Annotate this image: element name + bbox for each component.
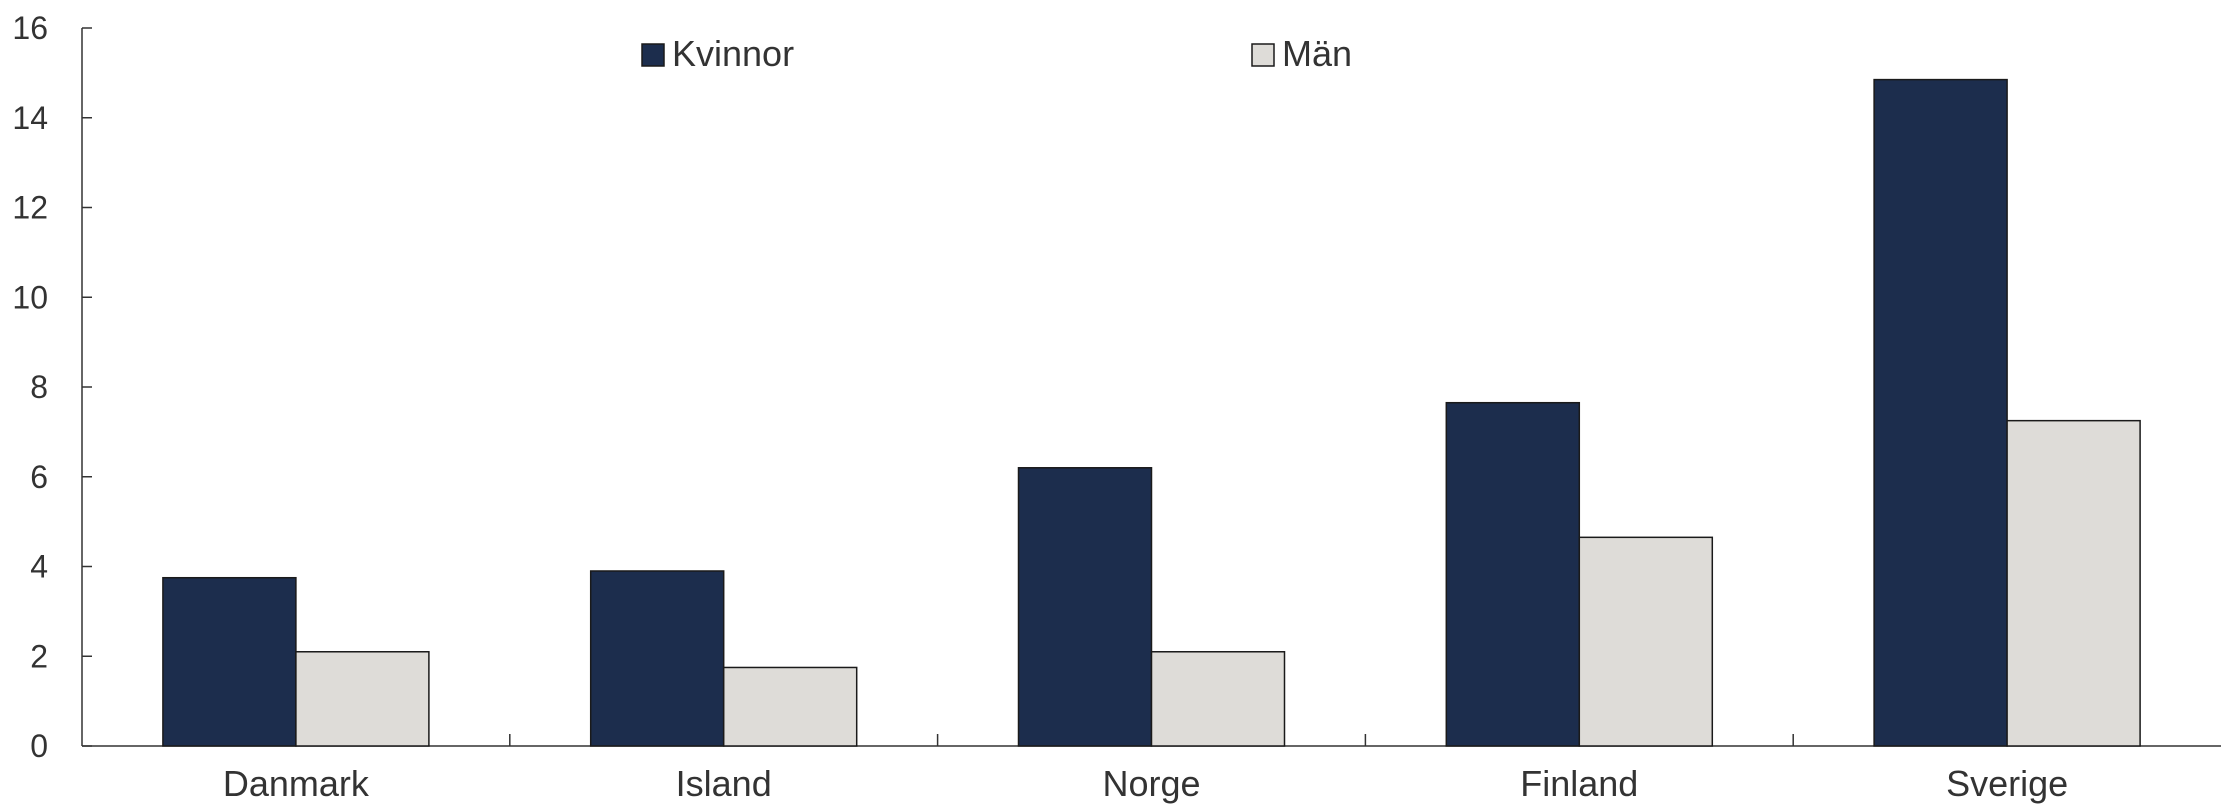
y-axis: 0 2 4 6 8 10 12 14 16 bbox=[12, 10, 92, 764]
y-tick-label: 0 bbox=[30, 728, 48, 764]
y-tick-label: 12 bbox=[12, 190, 48, 226]
y-tick-label: 10 bbox=[12, 279, 48, 315]
bar-kvinnor-finland bbox=[1445, 401, 1581, 747]
legend-swatch bbox=[641, 43, 665, 67]
legend: Kvinnor Män bbox=[641, 33, 1352, 74]
x-axis: Danmark Island Norge Finland Sverige bbox=[82, 734, 2221, 804]
y-tick-label: 8 bbox=[30, 369, 48, 405]
bar-mn-norge bbox=[1150, 651, 1286, 747]
bar-mn-finland bbox=[1578, 536, 1714, 747]
x-category-label: Island bbox=[676, 763, 772, 804]
legend-label: Kvinnor bbox=[672, 33, 794, 74]
x-category-label: Danmark bbox=[223, 763, 370, 804]
bar-kvinnor-norge bbox=[1017, 467, 1153, 747]
legend-swatch bbox=[1251, 43, 1275, 67]
bar-mn-island bbox=[722, 666, 858, 747]
x-category-label: Sverige bbox=[1946, 763, 2068, 804]
legend-label: Män bbox=[1282, 33, 1352, 74]
x-category-label: Finland bbox=[1520, 763, 1638, 804]
bar-mn-sverige bbox=[2006, 419, 2141, 747]
y-tick-label: 16 bbox=[12, 10, 48, 46]
bars bbox=[162, 78, 2141, 747]
x-category-label: Norge bbox=[1102, 763, 1200, 804]
bar-mn-danmark bbox=[295, 651, 430, 747]
bar-kvinnor-sverige bbox=[1873, 78, 2008, 747]
y-tick-label: 14 bbox=[12, 100, 48, 136]
bar-kvinnor-island bbox=[589, 570, 725, 747]
y-tick-label: 2 bbox=[30, 638, 48, 674]
bar-kvinnor-danmark bbox=[162, 576, 297, 747]
y-tick-label: 6 bbox=[30, 459, 48, 495]
y-tick-label: 4 bbox=[30, 549, 48, 585]
